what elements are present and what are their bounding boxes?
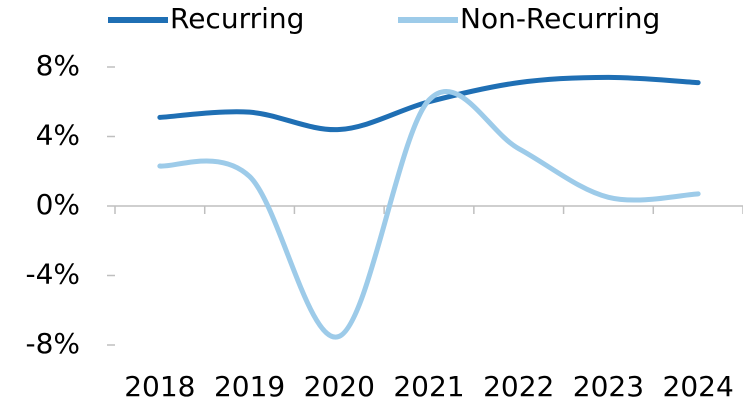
x-tick-label: 2018	[124, 370, 195, 403]
x-tick-label: 2019	[214, 370, 285, 403]
y-tick-label: 4%	[36, 119, 80, 152]
legend-label: Non-Recurring	[460, 2, 660, 35]
y-tick-label: 8%	[36, 49, 80, 82]
x-tick-label: 2022	[483, 370, 554, 403]
x-tick-label: 2020	[304, 370, 375, 403]
x-tick-label: 2023	[573, 370, 644, 403]
series-line	[157, 89, 701, 340]
y-tick-label: -8%	[25, 327, 80, 360]
legend-label: Recurring	[170, 2, 304, 35]
y-tick-label: -4%	[25, 258, 80, 291]
x-tick-label: 2021	[393, 370, 464, 403]
y-tick-label: 0%	[36, 188, 80, 221]
x-tick-label: 2024	[663, 370, 734, 403]
